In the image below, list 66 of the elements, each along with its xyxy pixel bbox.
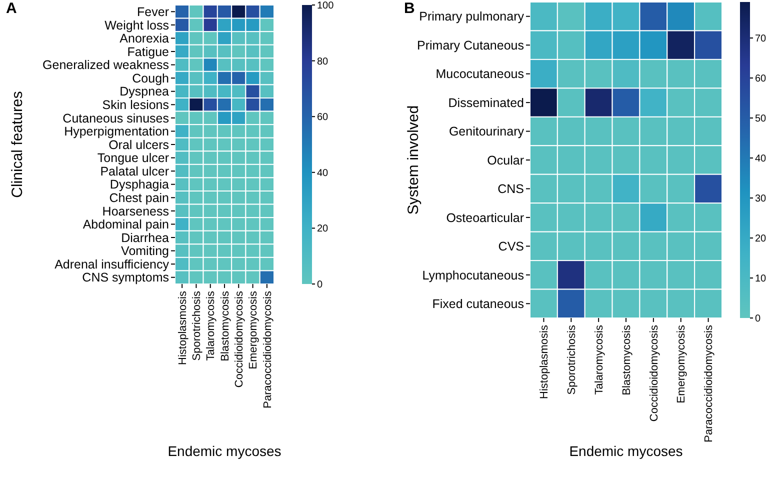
y-tick-label: Fever bbox=[137, 5, 169, 20]
y-tick-label: Generalized weakness bbox=[42, 58, 169, 72]
text: A bbox=[6, 0, 17, 17]
x-tick-label: Talaromycosis bbox=[205, 290, 218, 361]
x-tick-label: Paracoccidioidomycosis bbox=[262, 290, 274, 408]
y-tick-label: Genitourinary bbox=[448, 124, 525, 139]
y-tick-label: Oral ulcers bbox=[108, 138, 169, 152]
y-tick-label: CVS bbox=[498, 240, 524, 254]
y-axis-title: Clinical features bbox=[9, 91, 26, 198]
x-axis-title: Endemic mycoses bbox=[569, 443, 683, 459]
y-tick-label: CNS symptoms bbox=[82, 270, 169, 285]
y-tick-label: Dyspnea bbox=[120, 84, 170, 99]
color-bar-label: 20 bbox=[755, 234, 767, 244]
x-tick-label: Emergomycosis bbox=[676, 324, 688, 404]
x-tick-label: Blastomycosis bbox=[620, 324, 633, 396]
y-tick-label: Dysphagia bbox=[110, 178, 170, 192]
y-tick-label: Abdominal pain bbox=[82, 218, 170, 232]
x-tick-label: Coccidioidomycosis bbox=[233, 290, 246, 388]
x-tick-label: Talaromycosis bbox=[593, 324, 606, 395]
y-tick-label: Disseminated bbox=[448, 96, 524, 110]
color-bar-label: 60 bbox=[317, 112, 329, 124]
color-bar-label: 0 bbox=[317, 280, 323, 290]
y-tick-label: Hyperpigmentation bbox=[64, 124, 170, 139]
color-bar-label: 0 bbox=[755, 314, 761, 324]
color-bar-label: 10 bbox=[755, 274, 767, 284]
color-bar-label: 80 bbox=[317, 56, 329, 68]
y-tick-label: Fatigue bbox=[127, 44, 170, 59]
y-tick-label: Cough bbox=[132, 71, 170, 86]
x-tick-label: Sporotrichosis bbox=[566, 324, 578, 395]
y-tick-label: Vomiting bbox=[121, 244, 170, 258]
color-bar-label: 100 bbox=[317, 0, 334, 12]
color-bar-label: 40 bbox=[317, 168, 329, 179]
y-tick-label: Ocular bbox=[487, 153, 524, 168]
y-tick-label: Primary Cutaneous bbox=[417, 38, 524, 52]
x-tick-label: Coccidioidomycosis bbox=[648, 324, 660, 422]
y-tick-label: Hoarseness bbox=[102, 204, 169, 218]
y-tick-label: Skin lesions bbox=[102, 98, 169, 112]
y-tick-label: Cutaneous sinuses bbox=[62, 111, 169, 126]
y-tick-label: Palatal ulcer bbox=[100, 164, 169, 178]
x-tick-label: Sporotrichosis bbox=[191, 290, 204, 361]
color-bar-label: 70 bbox=[755, 34, 767, 44]
x-tick-label: Emergomycosis bbox=[248, 290, 260, 370]
x-tick-label: Histoplasmosis bbox=[176, 290, 189, 365]
y-tick-label: CNS bbox=[498, 182, 524, 196]
y-tick-label: Chest pain bbox=[109, 191, 170, 206]
color-bar-label: 50 bbox=[755, 114, 767, 124]
x-tick-label: Blastomycosis bbox=[219, 290, 232, 362]
x-tick-label: Histoplasmosis bbox=[538, 324, 551, 399]
y-tick-label: Diarrhea bbox=[121, 230, 170, 245]
y-axis-title: System involved bbox=[405, 105, 422, 215]
y-tick-label: Tongue ulcer bbox=[97, 151, 169, 166]
y-tick-label: Fixed cutaneous bbox=[432, 297, 524, 312]
text: B bbox=[404, 0, 415, 17]
color-bar-label: 30 bbox=[755, 194, 767, 204]
y-tick-label: Primary pulmonary bbox=[419, 10, 525, 24]
color-bar-label: 40 bbox=[755, 154, 767, 164]
x-tick-label: Paracoccidioidomycosis bbox=[703, 324, 716, 442]
y-tick-label: Adrenal insufficiency bbox=[54, 257, 170, 272]
x-axis-title: Endemic mycoses bbox=[168, 443, 282, 459]
y-tick-label: Anorexia bbox=[120, 32, 170, 46]
y-tick-label: Weight loss bbox=[104, 18, 169, 32]
y-tick-label: Osteoarticular bbox=[446, 210, 524, 225]
color-bar-label: 20 bbox=[317, 224, 329, 235]
y-tick-label: Lymphocutaneous bbox=[422, 268, 524, 282]
y-tick-label: Mucocutaneous bbox=[436, 67, 524, 82]
color-bar-label: 60 bbox=[755, 74, 767, 84]
